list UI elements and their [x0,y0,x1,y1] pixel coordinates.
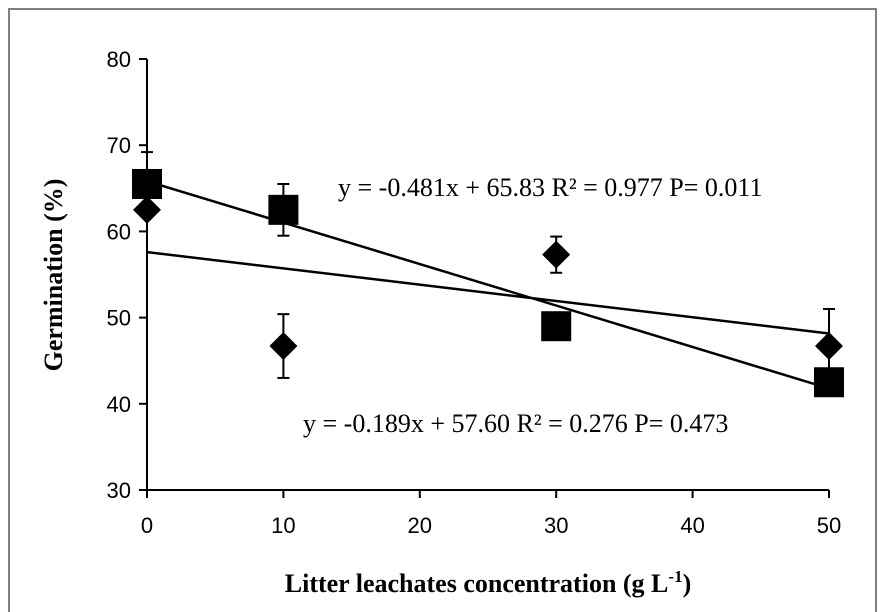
x-axis-title-main: Litter leachates concentration (g L [285,569,669,598]
x-tick-label: 40 [680,513,704,538]
x-axis-title: Litter leachates concentration (g L-1) [285,567,692,598]
y-tick-label: 80 [107,47,131,72]
y-tick-label: 40 [107,392,131,417]
square-marker [814,367,844,398]
trend-line-diamond [146,250,830,335]
x-tick-label: 0 [141,513,153,538]
x-axis-title-end: ) [683,569,692,598]
y-axis-title: Germination (%) [39,179,68,372]
y-tick-label: 30 [107,478,131,503]
x-tick-label: 30 [544,513,568,538]
y-tick-label: 60 [107,219,131,244]
diamond-marker [542,240,571,269]
axes: 30 40 50 60 70 80 0 10 20 30 40 50 [107,47,842,538]
diamond-marker [133,195,161,224]
equation-square-series: y = -0.481x + 65.83 R² = 0.977 P= 0.011 [338,173,762,202]
data-markers [132,168,844,398]
x-tick-label: 50 [817,513,841,538]
y-tick-label: 70 [107,133,131,158]
chart-frame [8,8,877,612]
diamond-marker [269,332,298,361]
square-marker [541,311,572,342]
diamond-marker [815,332,843,361]
x-tick-label: 20 [408,513,432,538]
x-tick-label: 10 [271,513,295,538]
square-marker [132,168,162,199]
trend-line-square [146,179,830,390]
equation-diamond-series: y = -0.189x + 57.60 R² = 0.276 P= 0.473 [303,409,728,438]
square-marker [268,194,299,225]
y-tick-label: 50 [107,306,131,331]
trend-lines [146,179,830,390]
x-axis-title-superscript: -1 [668,567,682,586]
